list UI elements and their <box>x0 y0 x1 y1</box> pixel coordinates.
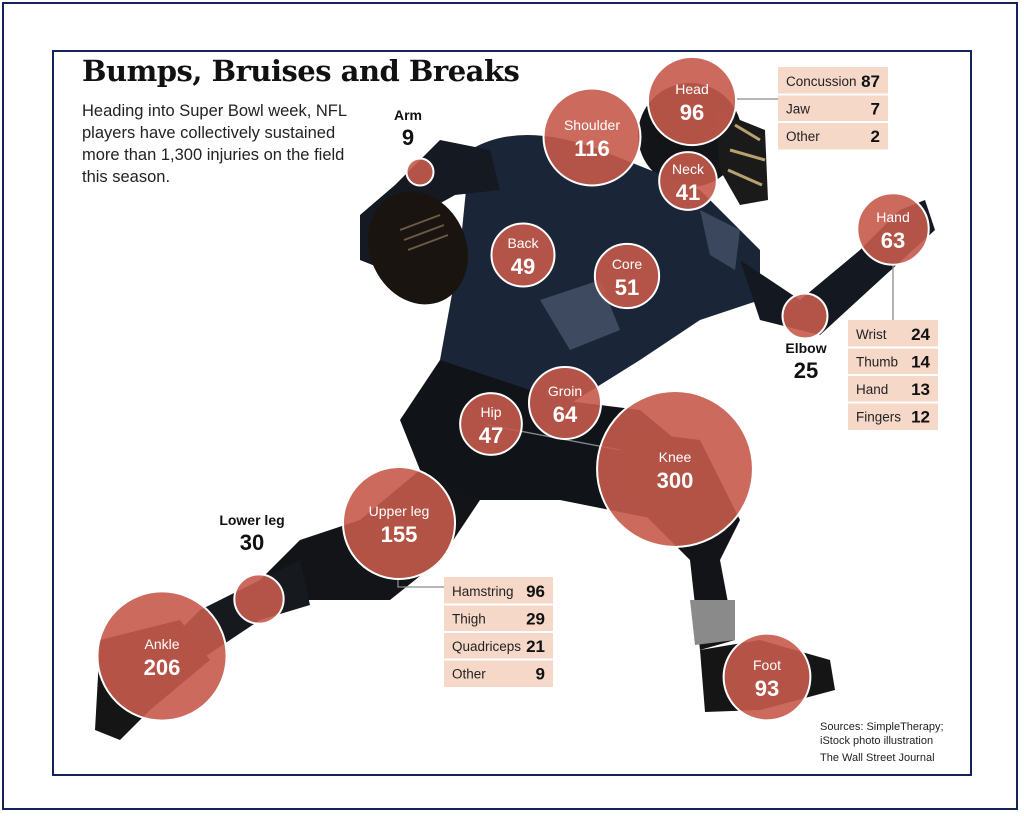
bubble-value-back: 49 <box>511 254 535 279</box>
breakdown-item-value: 12 <box>911 408 930 427</box>
breakdown-item-value: 96 <box>526 582 545 601</box>
bubble-value-shoulder: 116 <box>574 136 610 161</box>
breakdown-item-value: 87 <box>861 72 880 91</box>
bubble-upper-leg: Upper leg 155 <box>341 465 457 581</box>
breakdown-item-label: Wrist <box>856 327 887 342</box>
bubble-shoulder: Shoulder 116 <box>542 87 642 187</box>
bubble-head: Head 96 <box>646 55 738 147</box>
sources-note: Sources: SimpleTherapy; iStock photo ill… <box>820 721 944 747</box>
bubble-value-arm: 9 <box>402 125 414 150</box>
chart-title: Bumps, Bruises and Breaks <box>82 54 520 88</box>
bubble-label-upper-leg: Upper leg <box>369 503 430 519</box>
breakdown-item-value: 13 <box>911 380 930 399</box>
bubble-mark-hand <box>856 192 930 266</box>
bubble-arm: Arm 9 <box>394 107 435 187</box>
leader-upper-leg <box>397 578 444 588</box>
bubble-label-foot: Foot <box>753 657 781 673</box>
breakdown-head: Concussion 87 Jaw 7 Other 2 <box>778 67 888 150</box>
breakdown-item-value: 2 <box>871 127 880 146</box>
bubble-label-lower-leg: Lower leg <box>219 512 284 528</box>
bubble-mark-core <box>593 242 661 310</box>
bubble-label-back: Back <box>507 235 539 251</box>
breakdown-item-value: 24 <box>911 325 930 344</box>
bubble-elbow: Elbow 25 <box>781 292 829 383</box>
bubble-mark-back <box>490 222 556 288</box>
breakdown-item-label: Fingers <box>856 410 901 425</box>
bubble-value-core: 51 <box>615 275 639 300</box>
bubble-mark-foot <box>722 632 812 722</box>
bubble-value-hip: 47 <box>479 423 503 448</box>
bubble-mark-elbow <box>781 292 829 340</box>
bubble-back: Back 49 <box>490 222 556 288</box>
bubble-mark-groin <box>528 366 602 440</box>
bubble-label-knee: Knee <box>659 449 692 465</box>
bubble-foot: Foot 93 <box>722 632 812 722</box>
breakdown-item-value: 7 <box>871 100 880 119</box>
bubble-core: Core 51 <box>593 242 661 310</box>
breakdown-item-label: Concussion <box>786 74 857 89</box>
bubble-knee: Knee 300 <box>596 390 754 548</box>
bubble-hand: Hand 63 <box>856 192 930 266</box>
bubble-mark-head <box>646 55 738 147</box>
bubble-value-hand: 63 <box>881 228 905 253</box>
breakdown-item-label: Jaw <box>786 102 810 117</box>
bubble-ankle: Ankle 206 <box>96 590 228 722</box>
bubble-label-shoulder: Shoulder <box>564 117 620 133</box>
bubble-mark-shoulder <box>542 87 642 187</box>
breakdown-item-value: 29 <box>526 610 545 629</box>
breakdown-item-label: Quadriceps <box>452 639 521 654</box>
breakdown-upper-leg: Hamstring 96 Thigh 29 Quadriceps 21 Other 9 <box>444 577 553 687</box>
bubble-label-hand: Hand <box>876 209 909 225</box>
bubble-value-upper-leg: 155 <box>381 522 418 547</box>
breakdown-item-value: 21 <box>526 637 545 656</box>
bubble-value-lower-leg: 30 <box>240 530 264 555</box>
bubble-label-elbow: Elbow <box>785 340 826 356</box>
bubble-mark-arm <box>405 157 435 187</box>
breakdown-item-label: Other <box>452 667 486 682</box>
bubble-value-neck: 41 <box>676 180 700 205</box>
bubble-label-arm: Arm <box>394 107 422 123</box>
breakdown-item-label: Hand <box>856 382 888 397</box>
bubble-hip: Hip 47 <box>459 392 523 456</box>
chart-subtitle: Heading into Super Bowl week, NFL player… <box>82 102 347 186</box>
breakdown-item-label: Thigh <box>452 612 486 627</box>
bubble-value-head: 96 <box>680 100 704 125</box>
bubble-label-groin: Groin <box>548 383 582 399</box>
bubble-label-hip: Hip <box>480 404 501 420</box>
bubble-mark-hip <box>459 392 523 456</box>
bubble-mark-upper-leg <box>341 465 457 581</box>
breakdown-item-label: Hamstring <box>452 584 514 599</box>
bubble-label-ankle: Ankle <box>144 636 179 652</box>
bubble-value-ankle: 206 <box>144 655 181 680</box>
breakdown-hand: Wrist 24 Thumb 14 Hand 13 Fingers 12 <box>848 320 938 430</box>
bubble-label-head: Head <box>675 81 708 97</box>
bubble-mark-ankle <box>96 590 228 722</box>
breakdown-item-value: 9 <box>536 665 545 684</box>
bubble-label-neck: Neck <box>672 161 705 177</box>
bubble-groin: Groin 64 <box>528 366 602 440</box>
bubble-lower-leg: Lower leg 30 <box>219 512 285 625</box>
breakdown-item-value: 14 <box>911 353 930 372</box>
breakdown-item-label: Thumb <box>856 355 898 370</box>
breakdown-box-head <box>778 67 888 150</box>
credit-note: The Wall Street Journal <box>820 752 935 764</box>
breakdown-item-label: Other <box>786 129 820 144</box>
bubble-mark-knee <box>596 390 754 548</box>
bubble-neck: Neck 41 <box>658 151 718 211</box>
bubble-mark-neck <box>658 151 718 211</box>
bubble-value-knee: 300 <box>657 468 694 493</box>
bubble-value-foot: 93 <box>755 676 779 701</box>
bubble-value-groin: 64 <box>553 402 578 427</box>
bubble-label-core: Core <box>612 256 643 272</box>
bubble-value-elbow: 25 <box>794 358 818 383</box>
bubble-mark-lower-leg <box>233 573 285 625</box>
